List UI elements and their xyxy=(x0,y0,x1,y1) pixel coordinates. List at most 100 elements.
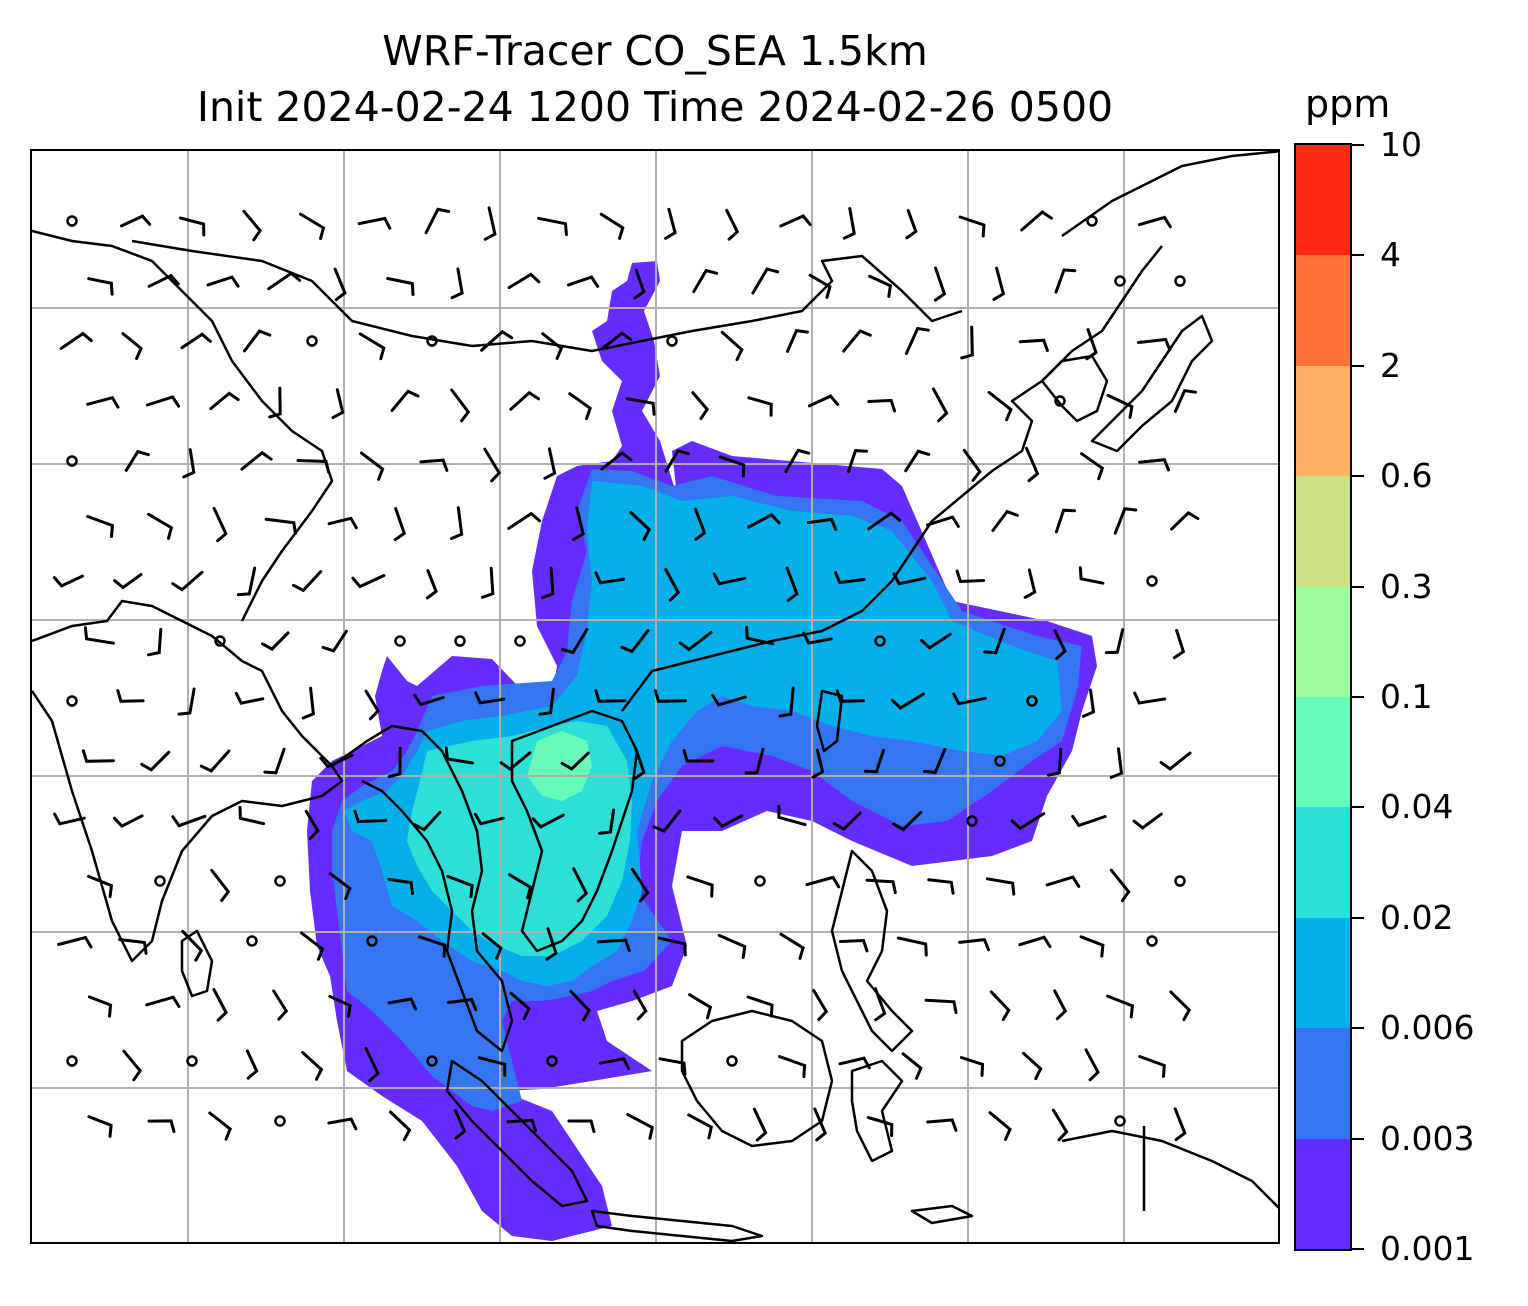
wind-barb xyxy=(450,506,464,540)
wind-barb xyxy=(779,214,812,228)
wind-barb xyxy=(480,566,495,599)
wind-barb xyxy=(904,449,931,473)
wind-barb xyxy=(389,1110,412,1142)
calm-wind-marker xyxy=(274,1115,286,1127)
calm-wind-marker xyxy=(454,635,466,647)
colorbar-segment xyxy=(1296,1028,1350,1139)
wind-barb xyxy=(1173,1107,1187,1142)
wind-barb xyxy=(1133,691,1167,705)
wind-barb xyxy=(243,329,272,353)
wind-barb xyxy=(1010,812,1046,831)
colorbar-tick xyxy=(1352,1137,1364,1140)
wind-barb xyxy=(212,988,228,1022)
colorbar-segment xyxy=(1296,255,1350,366)
wind-barb xyxy=(905,209,918,240)
wind-barb xyxy=(960,325,974,360)
calm-wind-marker xyxy=(306,335,318,347)
wind-barb xyxy=(264,517,297,535)
map-canvas xyxy=(32,151,1278,1242)
wind-barb xyxy=(499,751,532,771)
wind-barb xyxy=(319,753,354,769)
calm-wind-marker xyxy=(1054,395,1066,407)
wind-barb xyxy=(958,215,986,238)
wind-barb xyxy=(805,875,841,889)
calm-wind-marker xyxy=(246,935,258,947)
wind-barb xyxy=(87,277,114,296)
wind-barb xyxy=(600,331,633,351)
wind-barb xyxy=(1170,511,1200,531)
wind-barb xyxy=(596,938,631,952)
calm-wind-marker xyxy=(214,635,226,647)
calm-wind-marker xyxy=(426,335,438,347)
wind-barb xyxy=(212,506,228,543)
wind-barb xyxy=(931,387,949,423)
wind-barb xyxy=(1071,814,1107,828)
calm-wind-marker xyxy=(754,875,766,887)
wind-barb xyxy=(633,268,646,300)
wind-barb xyxy=(206,275,240,288)
wind-barb xyxy=(572,506,585,541)
wind-barb xyxy=(199,749,231,773)
colorbar-tick xyxy=(1352,364,1364,367)
wind-barb xyxy=(390,389,420,413)
colorbar-segment xyxy=(1296,917,1350,1029)
wind-barb xyxy=(483,447,502,483)
wind-barbs xyxy=(52,206,1200,1142)
wind-barb xyxy=(180,332,212,350)
wind-barb xyxy=(1078,566,1105,585)
wind-barb xyxy=(417,935,447,958)
wind-barb xyxy=(386,277,415,296)
wind-barb xyxy=(632,989,648,1021)
calm-wind-marker xyxy=(546,1055,558,1067)
wind-barb xyxy=(208,1111,233,1141)
wind-barb xyxy=(181,929,204,962)
wind-barb xyxy=(808,273,832,299)
colorbar-tick-label: 2 xyxy=(1380,345,1401,385)
wind-barb xyxy=(86,395,120,409)
wind-barb xyxy=(1023,568,1037,599)
calm-wind-marker xyxy=(1174,275,1186,287)
wind-barb xyxy=(904,326,930,355)
wind-barb xyxy=(1080,452,1105,481)
wind-barb xyxy=(296,459,331,474)
wind-barb xyxy=(778,686,795,718)
wind-barb xyxy=(300,931,325,961)
wind-barb xyxy=(86,515,114,538)
calm-wind-marker xyxy=(666,335,678,347)
wind-barb xyxy=(569,989,591,1022)
wind-barb xyxy=(664,568,681,602)
colorbar-segment xyxy=(1296,365,1350,477)
wind-barb xyxy=(147,512,174,540)
wind-barb xyxy=(506,1118,538,1133)
wind-barb xyxy=(1106,393,1134,419)
wind-barb xyxy=(364,1047,380,1083)
wind-barb xyxy=(182,448,196,479)
gridlines xyxy=(32,151,1278,1242)
border-mongolia xyxy=(131,239,963,353)
wind-barb xyxy=(59,331,93,350)
wind-barb xyxy=(328,872,352,901)
wind-barb xyxy=(364,689,380,721)
colorbar-tick xyxy=(1352,806,1364,809)
wind-barb xyxy=(747,512,781,529)
wind-barb xyxy=(865,878,897,895)
wind-barb xyxy=(751,267,780,295)
plume-peak xyxy=(527,731,592,801)
wind-barb xyxy=(387,997,418,1011)
wind-barb xyxy=(351,574,386,589)
wind-barb xyxy=(901,1052,923,1080)
calm-wind-marker xyxy=(874,635,886,647)
colorbar-tick-label: 4 xyxy=(1380,235,1401,275)
wind-barb xyxy=(835,689,865,703)
wind-barb xyxy=(955,569,986,584)
wind-barb xyxy=(87,874,114,899)
colorbar-segment xyxy=(1296,586,1350,697)
wind-barb xyxy=(785,566,799,602)
wind-barb xyxy=(122,1049,142,1082)
wind-barb xyxy=(777,804,807,827)
wind-barb xyxy=(933,266,947,302)
wind-barb xyxy=(873,987,887,1022)
wind-barb xyxy=(210,868,231,902)
wind-barb xyxy=(483,206,497,241)
wind-barb xyxy=(892,572,927,586)
